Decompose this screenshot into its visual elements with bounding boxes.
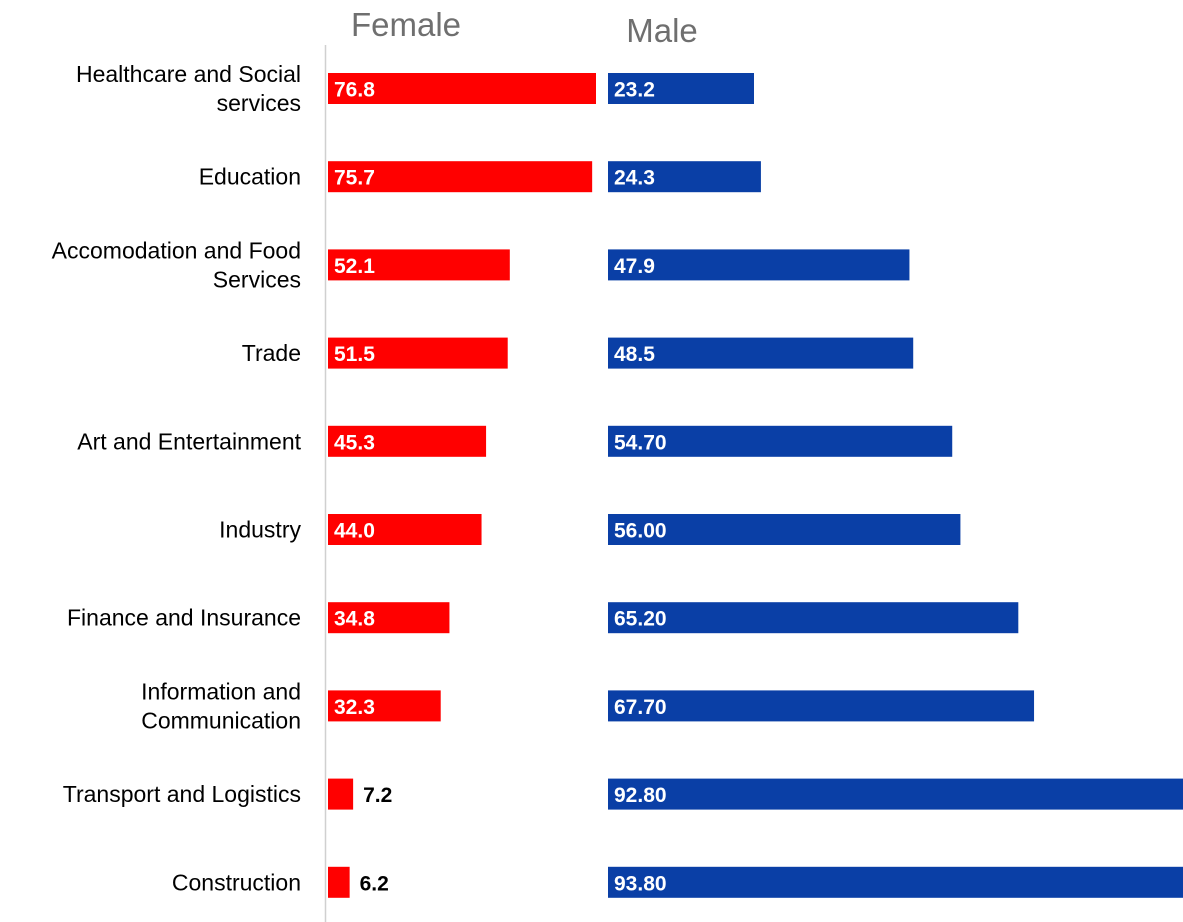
male-value-label: 65.20 — [614, 608, 667, 631]
male-bar — [608, 73, 754, 104]
male-bar — [608, 690, 1035, 722]
category-label: Industry — [219, 517, 301, 543]
male-bar — [608, 514, 961, 545]
category-label: Trade — [242, 340, 301, 366]
male-value-label: 23.2 — [614, 79, 655, 102]
category-label-line: Information and — [141, 678, 301, 704]
category-label: Education — [199, 164, 301, 190]
male-value-label: 24.3 — [614, 167, 655, 190]
category-label-line: Accomodation and Food — [52, 237, 301, 263]
category-label: Information and Communication — [141, 678, 301, 733]
male-bar — [608, 602, 1019, 634]
female-bar — [328, 602, 450, 634]
male-value-label: 54.70 — [614, 431, 667, 454]
category-label-line: Transport and Logistics — [63, 781, 301, 807]
female-bar — [328, 866, 350, 898]
male-bar — [608, 337, 914, 369]
category-label-line: Communication — [141, 707, 301, 733]
category-label: Accomodation and Food Services — [52, 237, 301, 292]
female-bar — [328, 161, 593, 193]
female-value-label: 51.5 — [334, 343, 375, 366]
female-value-label: 7.2 — [363, 784, 392, 807]
male-bars: 23.2 24.3 47.9 48.5 54.70 56.00 65.20 67.70 92.8… — [608, 73, 1183, 898]
female-bar — [328, 337, 508, 369]
category-label-line: Finance and Insurance — [67, 605, 301, 631]
category-label: Art and Entertainment — [77, 428, 301, 454]
female-value-label: 32.3 — [334, 696, 375, 719]
female-bar — [328, 249, 510, 281]
male-bar — [608, 425, 953, 457]
category-label-line: Education — [199, 164, 301, 190]
male-value-label: 48.5 — [614, 343, 655, 366]
category-label: Finance and Insurance — [67, 605, 301, 631]
category-label: Transport and Logistics — [63, 781, 301, 807]
male-value-label: 92.80 — [614, 784, 667, 807]
male-value-label: 67.70 — [614, 696, 667, 719]
category-label: Healthcare and Social services — [76, 61, 301, 116]
category-label-line: Industry — [219, 517, 301, 543]
category-label-line: services — [217, 90, 301, 116]
female-value-label: 34.8 — [334, 608, 375, 631]
category-label-line: Construction — [172, 869, 301, 895]
female-value-label: 45.3 — [334, 431, 375, 454]
male-value-label: 56.00 — [614, 520, 667, 543]
female-bar — [328, 778, 354, 810]
series-label-female: Female — [351, 6, 461, 43]
category-label: Construction — [172, 869, 301, 895]
series-label-male: Male — [626, 12, 698, 49]
female-value-label: 76.8 — [334, 79, 375, 102]
female-bar — [328, 514, 482, 545]
male-value-label: 93.80 — [614, 872, 667, 895]
male-bar — [608, 249, 910, 281]
category-label-line: Trade — [242, 340, 301, 366]
category-label-line: Healthcare and Social — [76, 61, 301, 87]
category-label-line: Art and Entertainment — [77, 428, 301, 454]
female-bar — [328, 73, 596, 104]
female-value-label: 6.2 — [360, 872, 389, 895]
female-bar — [328, 690, 441, 722]
category-label-line: Services — [213, 266, 301, 292]
female-bar — [328, 425, 487, 457]
female-value-label: 75.7 — [334, 167, 375, 190]
female-bars: 76.8 75.7 52.1 51.5 45.3 44.0 34.8 32.3 7.2 6.2 — [328, 73, 596, 898]
category-labels: Healthcare and Social services Education Ac… — [52, 61, 302, 895]
male-value-label: 47.9 — [614, 255, 655, 278]
female-value-label: 44.0 — [334, 520, 375, 543]
male-bar — [608, 866, 1183, 898]
male-bar — [608, 161, 761, 193]
female-value-label: 52.1 — [334, 255, 375, 278]
male-bar — [608, 778, 1183, 810]
